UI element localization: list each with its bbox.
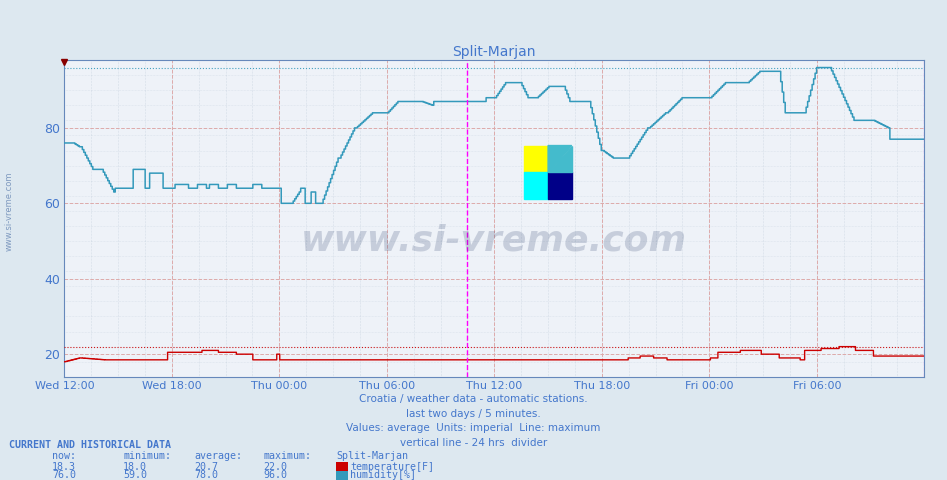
Text: minimum:: minimum: — [123, 451, 171, 461]
Text: 22.0: 22.0 — [263, 462, 287, 471]
Text: 76.0: 76.0 — [52, 470, 76, 480]
Text: www.si-vreme.com: www.si-vreme.com — [5, 171, 14, 251]
Text: 18.3: 18.3 — [52, 462, 76, 471]
Text: CURRENT AND HISTORICAL DATA: CURRENT AND HISTORICAL DATA — [9, 440, 171, 450]
Polygon shape — [548, 145, 572, 172]
Title: Split-Marjan: Split-Marjan — [453, 45, 536, 59]
Text: maximum:: maximum: — [263, 451, 312, 461]
Text: last two days / 5 minutes.: last two days / 5 minutes. — [406, 409, 541, 419]
Text: 59.0: 59.0 — [123, 470, 147, 480]
Text: temperature[F]: temperature[F] — [350, 462, 435, 471]
Text: www.si-vreme.com: www.si-vreme.com — [301, 224, 688, 258]
Polygon shape — [548, 145, 572, 172]
Bar — [548, 172, 572, 199]
Bar — [525, 172, 548, 199]
Text: Split-Marjan: Split-Marjan — [336, 451, 408, 461]
Text: 20.7: 20.7 — [194, 462, 218, 471]
Bar — [525, 145, 548, 172]
Text: vertical line - 24 hrs  divider: vertical line - 24 hrs divider — [400, 438, 547, 447]
Text: average:: average: — [194, 451, 242, 461]
Text: 18.0: 18.0 — [123, 462, 147, 471]
Text: Values: average  Units: imperial  Line: maximum: Values: average Units: imperial Line: ma… — [347, 423, 600, 433]
Text: now:: now: — [52, 451, 76, 461]
Text: 78.0: 78.0 — [194, 470, 218, 480]
Text: Croatia / weather data - automatic stations.: Croatia / weather data - automatic stati… — [359, 395, 588, 404]
Text: humidity[%]: humidity[%] — [350, 470, 417, 480]
Text: 96.0: 96.0 — [263, 470, 287, 480]
